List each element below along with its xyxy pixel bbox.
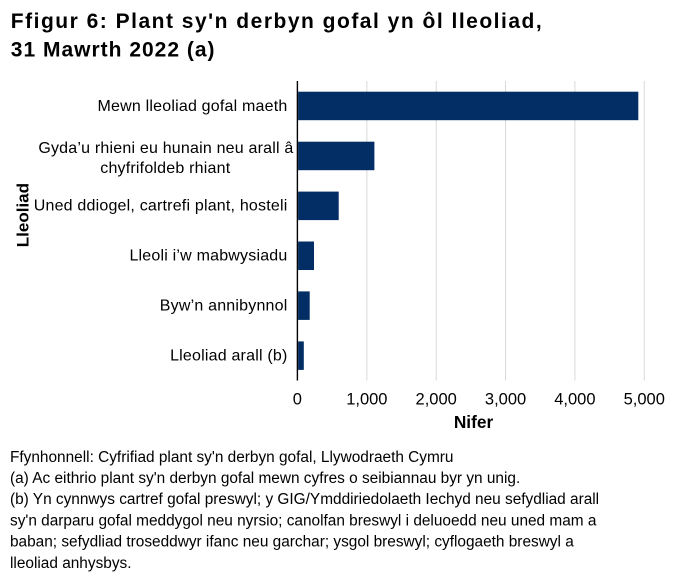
svg-text:0: 0: [293, 390, 302, 408]
svg-text:Gyda’u rhieni eu hunain neu ar: Gyda’u rhieni eu hunain neu arall â: [38, 140, 293, 157]
svg-text:Uned ddiogel, cartrefi plant,: Uned ddiogel, cartrefi plant, hosteli: [34, 198, 288, 215]
svg-text:Byw’n annibynnol: Byw’n annibynnol: [160, 298, 288, 315]
svg-text:Ffigur 6: Plant sy'n derbyn go: Ffigur 6: Plant sy'n derbyn gofal yn ôl …: [11, 10, 543, 33]
svg-text:Lleoliad: Lleoliad: [14, 183, 33, 247]
svg-text:3,000: 3,000: [485, 390, 526, 408]
svg-text:lleoliad anhysbys.: lleoliad anhysbys.: [10, 555, 132, 572]
svg-text:4,000: 4,000: [554, 390, 595, 408]
svg-text:Mewn lleoliad gofal maeth: Mewn lleoliad gofal maeth: [98, 98, 288, 115]
svg-text:Nifer: Nifer: [454, 412, 494, 432]
svg-text:Lleoli i’w mabwysiadu: Lleoli i’w mabwysiadu: [129, 248, 287, 265]
svg-text:5,000: 5,000: [624, 390, 665, 408]
svg-text:31 Mawrth 2022 (a): 31 Mawrth 2022 (a): [11, 38, 216, 61]
svg-text:(a) Ac eithrio plant sy'n derb: (a) Ac eithrio plant sy'n derbyn gofal m…: [10, 470, 520, 487]
svg-text:baban; sefydliad troseddwyr if: baban; sefydliad troseddwyr ifanc neu ga…: [10, 534, 574, 551]
svg-text:Lleoliad arall (b): Lleoliad arall (b): [170, 348, 287, 365]
svg-text:Ffynhonnell: Cyfrifiad plant s: Ffynhonnell: Cyfrifiad plant sy'n derbyn…: [10, 449, 454, 466]
svg-text:1,000: 1,000: [346, 390, 387, 408]
svg-text:chyfrifoldeb rhiant: chyfrifoldeb rhiant: [100, 160, 230, 177]
svg-text:(b) Yn cynnwys cartref gofal p: (b) Yn cynnwys cartref gofal preswyl; y …: [10, 491, 599, 508]
svg-text:2,000: 2,000: [416, 390, 457, 408]
svg-text:sy'n darparu gofal meddygol ne: sy'n darparu gofal meddygol neu nyrsio; …: [10, 512, 597, 529]
